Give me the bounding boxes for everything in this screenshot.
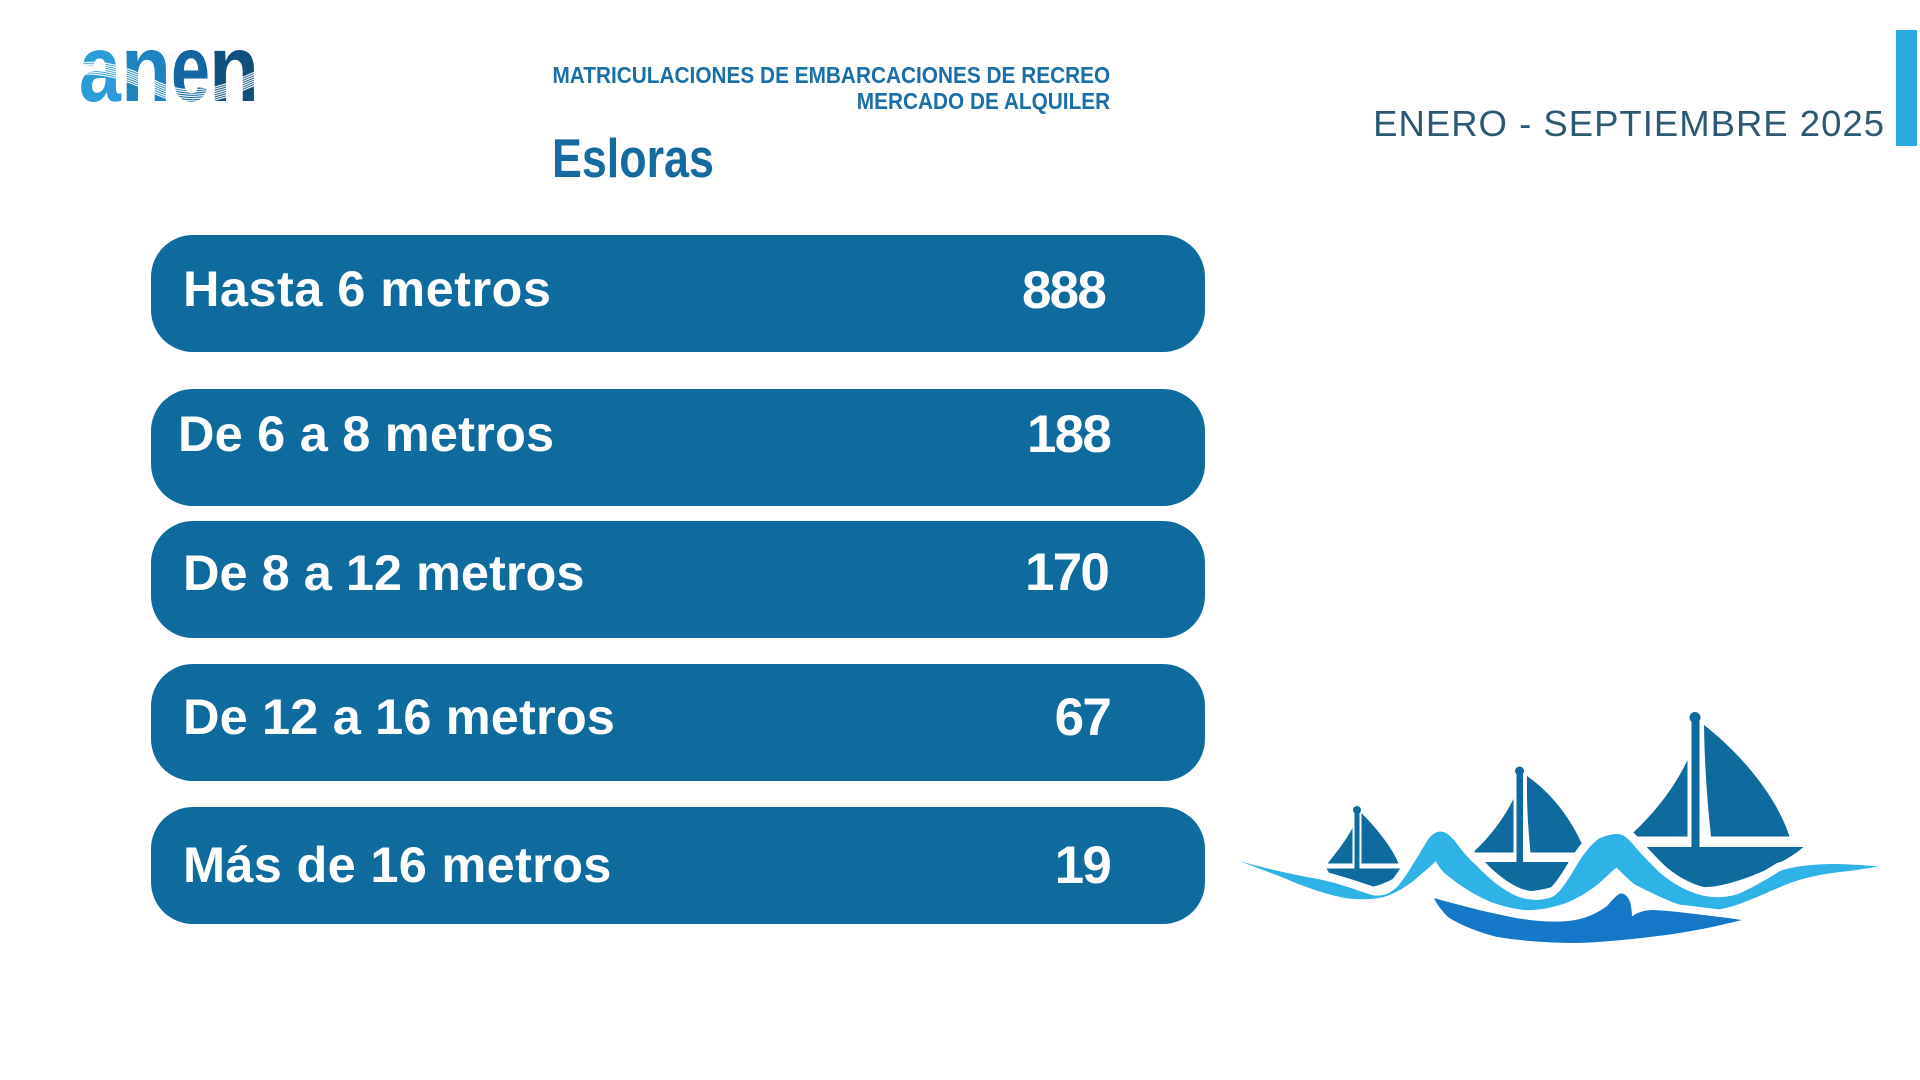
svg-text:a: a bbox=[79, 44, 122, 110]
